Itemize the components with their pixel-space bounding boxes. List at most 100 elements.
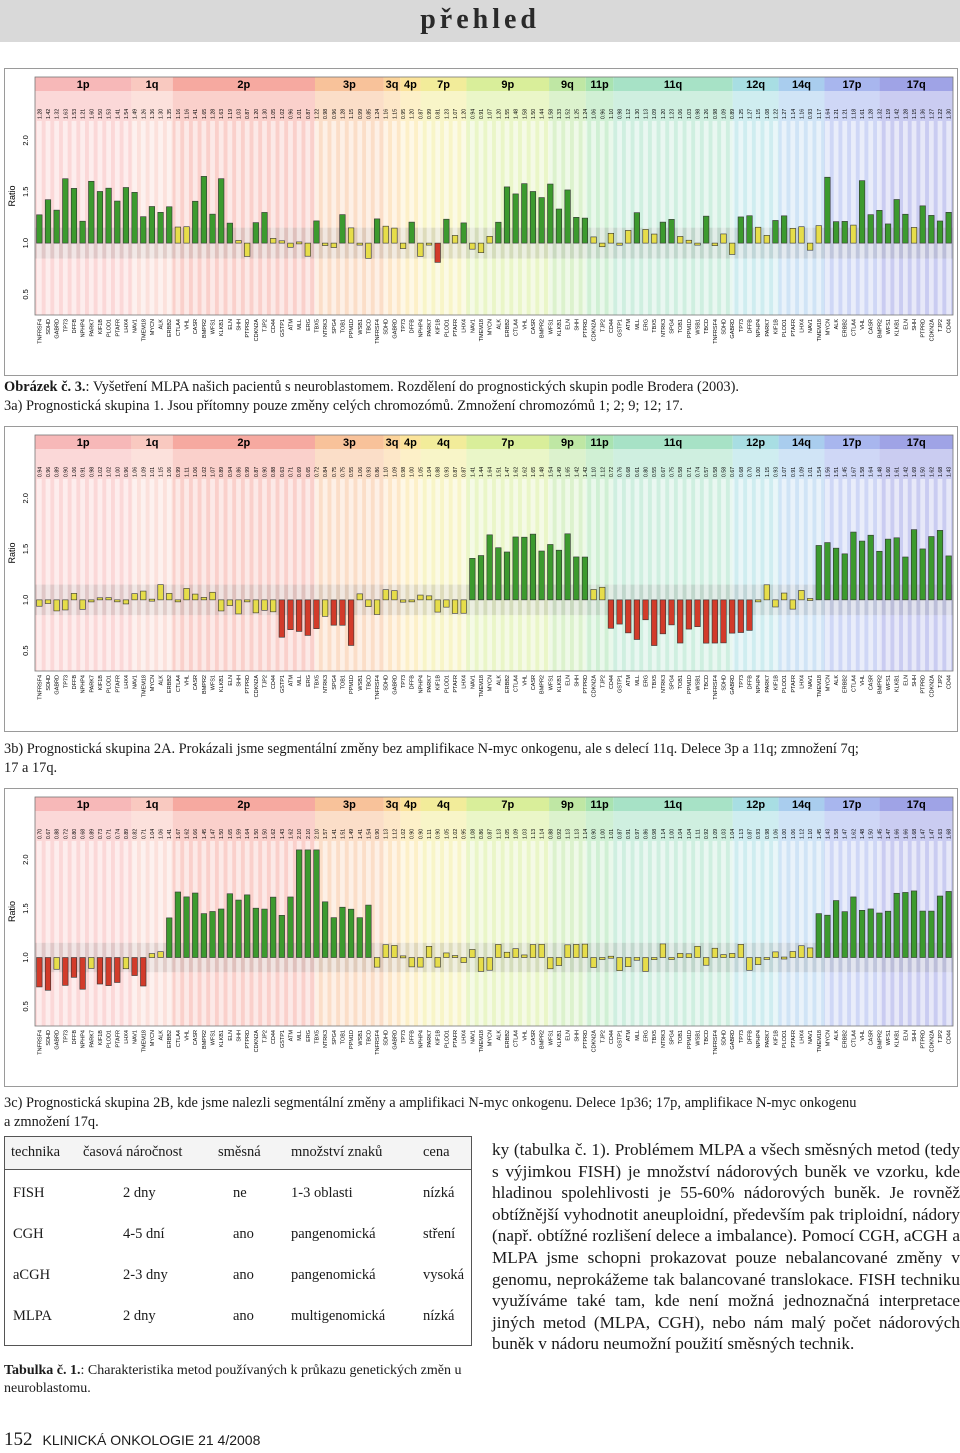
probe-value-label: 1.10 (808, 829, 814, 839)
plot-frame (34, 796, 954, 1027)
probe-name-label: CASR (193, 319, 199, 334)
probe-bar (88, 599, 95, 603)
probe-value-label: 1.48 (514, 109, 520, 119)
probe-value-label: 1.15 (392, 109, 398, 119)
probe-name-label: PTPRD (583, 675, 589, 694)
probe-name-label: TMEM18 (479, 675, 485, 697)
probe-bar (244, 599, 251, 603)
probe-name-label: GABRD (392, 1030, 398, 1050)
probe-value-label: 0.90 (63, 467, 69, 477)
probe-bar (96, 191, 104, 244)
chromosome-header (314, 797, 384, 811)
probe-name-label: PPM1D (349, 675, 355, 694)
probe-bar (677, 953, 684, 958)
probe-value-label: 0.95 (462, 829, 468, 839)
probe-name-label: WFS1 (211, 319, 217, 334)
probe-name-label: TNFRSF4 (375, 319, 381, 344)
probe-value-label: 1.19 (886, 109, 892, 119)
probe-value-label: 1.02 (401, 829, 407, 839)
probe-bar (270, 599, 277, 613)
probe-value-label: 1.04 (730, 829, 736, 839)
probe-name-label: CD44 (271, 1030, 277, 1044)
probe-value-label: 0.98 (765, 829, 771, 839)
probe-bar (278, 599, 285, 638)
section-title: přehled (420, 4, 540, 35)
probe-value-label: 0.58 (713, 467, 719, 477)
probe-bar (833, 547, 840, 601)
probe-name-label: CASR (193, 675, 199, 690)
probe-bar (235, 899, 242, 958)
y-tick-label: 0.5 (21, 289, 30, 299)
probe-bar (122, 599, 130, 605)
probe-name-label: NTRK3 (323, 675, 329, 693)
probe-bar (382, 944, 389, 958)
probe-name-label: TJP2 (600, 1030, 606, 1043)
probe-bar (348, 599, 355, 646)
probe-name-label: TBX5 (652, 675, 658, 689)
probe-bar (174, 226, 181, 244)
probe-name-label: ALK (159, 319, 165, 330)
chromosome-label: 4p (404, 799, 417, 811)
probe-bar (807, 947, 814, 958)
probe-name-label: TP73 (401, 319, 407, 332)
probe-bar (157, 584, 164, 601)
probe-bar (114, 200, 121, 244)
probe-bar (408, 599, 415, 603)
probe-name-label: PARK7 (765, 1030, 771, 1048)
probe-name-label: MYCN (488, 675, 494, 691)
chromosome-header (732, 435, 779, 449)
probe-bar (218, 908, 225, 958)
table-row: CGH 4-5 dní ano pangenomická stření (5, 1214, 471, 1255)
probe-name-label: CDKN2A (929, 675, 935, 698)
chromosome-label: 1p (77, 437, 90, 449)
probe-bar (599, 242, 606, 248)
probe-value-label: 1.14 (791, 109, 797, 119)
probe-bar (512, 193, 519, 244)
chromosome-header (131, 77, 173, 91)
chromosome-header (131, 797, 173, 811)
probe-name-label: ELN (566, 319, 572, 330)
probe-bar (755, 226, 762, 244)
probe-value-label: 1.04 (678, 829, 684, 839)
probe-bar (884, 223, 892, 244)
probe-name-label: GABRD (730, 319, 736, 339)
probe-value-label: 1.36 (921, 109, 927, 119)
probe-bar (616, 242, 623, 246)
probe-value-label: 0.91 (81, 467, 87, 477)
probe-value-label: 0.74 (696, 467, 702, 477)
probe-value-label: 1.09 (652, 109, 658, 119)
probe-name-label: CASR (531, 675, 537, 690)
probe-name-label: LHX4 (799, 675, 805, 689)
probe-name-label: CD44 (947, 675, 953, 689)
probe-name-label: PTPRD (245, 675, 251, 694)
probe-value-label: 0.84 (323, 467, 329, 477)
probe-value-label: 1.20 (410, 109, 416, 119)
probe-value-label: 1.44 (479, 467, 485, 477)
probe-bar (763, 957, 770, 960)
probe-value-label: 1.60 (89, 109, 95, 119)
probe-name-label: WSB1 (696, 1030, 702, 1046)
probe-name-label: WFS1 (211, 1030, 217, 1045)
page-footer: 152 KLINICKÁ ONKOLOGIE 21 4/2008 (4, 1429, 260, 1451)
probe-bar (633, 212, 640, 244)
probe-bar (616, 957, 623, 971)
probe-bar (633, 957, 640, 961)
probe-name-label: PTAFR (791, 675, 797, 693)
probe-bar (122, 957, 130, 970)
probe-value-label: 1.27 (929, 109, 935, 119)
probe-name-label: TBCD (704, 319, 710, 334)
probe-value-label: 1.21 (81, 109, 87, 119)
probe-value-label: 1.65 (531, 467, 537, 477)
probe-name-label: PTPRD (921, 1030, 927, 1049)
probe-bar (538, 550, 545, 601)
probe-name-label: CDKN2A (254, 1030, 260, 1053)
probe-bar (789, 951, 796, 958)
probe-bar (131, 192, 138, 244)
probe-value-label: 1.22 (314, 109, 320, 119)
chromosome-header (778, 797, 825, 811)
probe-value-label: 0.96 (288, 109, 294, 119)
probe-value-label: 1.09 (713, 829, 719, 839)
probe-bar (902, 213, 909, 244)
probe-bar (807, 598, 814, 601)
probe-bar (936, 895, 944, 958)
